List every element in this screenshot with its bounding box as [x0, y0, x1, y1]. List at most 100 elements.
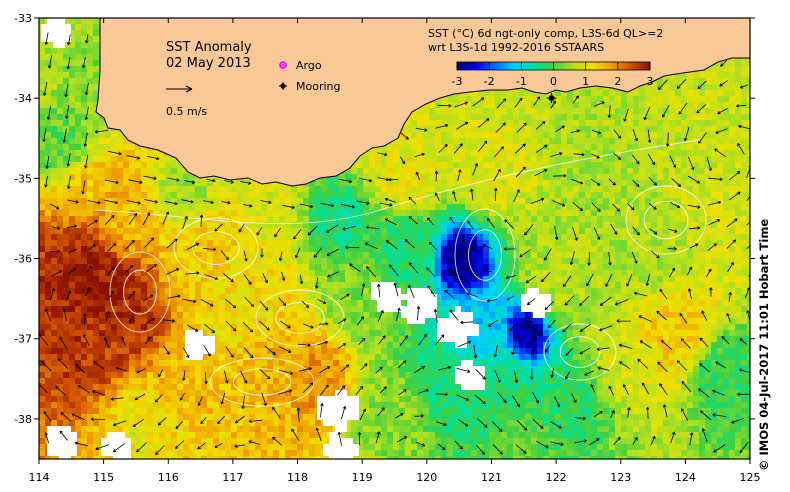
current-arrow	[186, 242, 200, 251]
colorbar-ticks: -3 -2 -1 0 1 2 3	[452, 62, 654, 88]
current-arrow	[554, 225, 559, 241]
current-arrow	[248, 419, 262, 423]
current-arrow	[67, 34, 71, 46]
current-arrow	[534, 169, 548, 177]
current-arrow	[146, 264, 157, 273]
current-arrow	[220, 392, 226, 405]
current-arrow	[717, 108, 728, 115]
current-arrow	[126, 200, 141, 205]
current-arrow	[591, 153, 600, 159]
current-arrow	[608, 178, 616, 186]
current-arrow	[427, 285, 436, 298]
current-arrow	[299, 203, 314, 208]
current-arrow	[496, 98, 507, 109]
current-arrow	[486, 298, 497, 303]
current-arrow	[197, 442, 206, 450]
current-arrow	[74, 441, 89, 447]
current-arrow	[565, 348, 574, 357]
current-arrow	[357, 432, 362, 446]
current-arrow	[220, 250, 229, 261]
current-arrow	[494, 369, 501, 383]
current-arrow	[182, 370, 186, 381]
current-arrow	[51, 226, 61, 230]
current-arrow	[579, 323, 591, 332]
current-arrow	[688, 156, 695, 171]
current-arrow	[404, 239, 415, 249]
current-arrow	[543, 248, 552, 261]
current-arrow	[84, 82, 89, 96]
current-arrow	[235, 415, 245, 424]
current-arrow	[278, 297, 287, 307]
current-arrow	[562, 275, 572, 288]
current-arrow	[279, 369, 293, 375]
current-arrow	[225, 320, 237, 332]
current-arrow	[71, 413, 85, 421]
current-arrow	[375, 431, 381, 444]
current-arrow	[143, 175, 157, 180]
lat-tick-label: -37	[14, 333, 32, 346]
current-arrow	[298, 343, 311, 347]
current-arrow	[554, 396, 561, 408]
current-arrow	[656, 310, 667, 321]
current-arrow	[509, 323, 518, 331]
current-arrow	[307, 225, 318, 236]
current-arrow	[648, 203, 657, 210]
current-arrow	[650, 250, 660, 259]
current-arrow	[107, 266, 116, 275]
current-arrow	[389, 264, 399, 276]
current-arrow	[82, 313, 87, 326]
current-arrow	[395, 413, 404, 419]
current-arrow	[746, 221, 750, 226]
current-arrow	[144, 336, 151, 345]
current-arrow	[526, 297, 536, 306]
argo-legend-icon	[279, 61, 287, 69]
current-arrow	[163, 319, 175, 323]
current-arrow	[418, 333, 428, 346]
current-arrow	[145, 318, 155, 324]
current-arrow	[707, 200, 722, 206]
current-arrow	[272, 436, 283, 446]
current-arrow	[449, 309, 459, 321]
lon-tick-label: 116	[158, 471, 179, 484]
current-arrow	[142, 212, 151, 226]
current-arrow	[452, 191, 457, 202]
latitude-axis: -33-34-35-36-37-38	[14, 12, 755, 426]
mooring-legend-icon	[279, 82, 287, 90]
current-arrow	[280, 320, 291, 329]
current-arrow	[608, 252, 612, 266]
title-line-2: 02 May 2013	[166, 56, 251, 71]
lon-tick-label: 115	[93, 471, 114, 484]
current-arrow	[516, 122, 527, 133]
current-arrow	[366, 266, 377, 278]
current-arrow	[379, 202, 393, 207]
current-arrow	[416, 306, 421, 321]
current-arrow	[115, 366, 128, 372]
current-arrow	[504, 219, 515, 229]
current-arrow	[698, 132, 707, 144]
current-arrow	[337, 343, 347, 349]
current-arrow	[589, 438, 600, 446]
current-arrow	[337, 318, 347, 325]
current-arrow	[524, 224, 534, 236]
current-arrow	[326, 248, 339, 256]
current-arrow	[513, 370, 519, 384]
current-arrow	[515, 143, 526, 154]
current-arrow	[550, 367, 554, 378]
current-arrow	[125, 239, 135, 250]
current-arrow	[221, 200, 231, 205]
current-arrow	[569, 251, 575, 266]
current-arrow	[483, 269, 493, 273]
current-arrow	[126, 155, 141, 160]
current-arrow	[596, 347, 610, 351]
lon-tick-label: 125	[740, 471, 761, 484]
current-arrow	[618, 343, 633, 349]
current-arrow	[623, 108, 629, 122]
current-arrow	[708, 177, 723, 182]
current-arrow	[662, 104, 670, 118]
current-arrow	[571, 179, 584, 185]
current-arrow	[364, 242, 379, 250]
current-arrow	[67, 176, 71, 189]
current-arrow	[83, 334, 90, 346]
current-arrow	[668, 267, 676, 278]
current-arrow	[413, 365, 425, 374]
